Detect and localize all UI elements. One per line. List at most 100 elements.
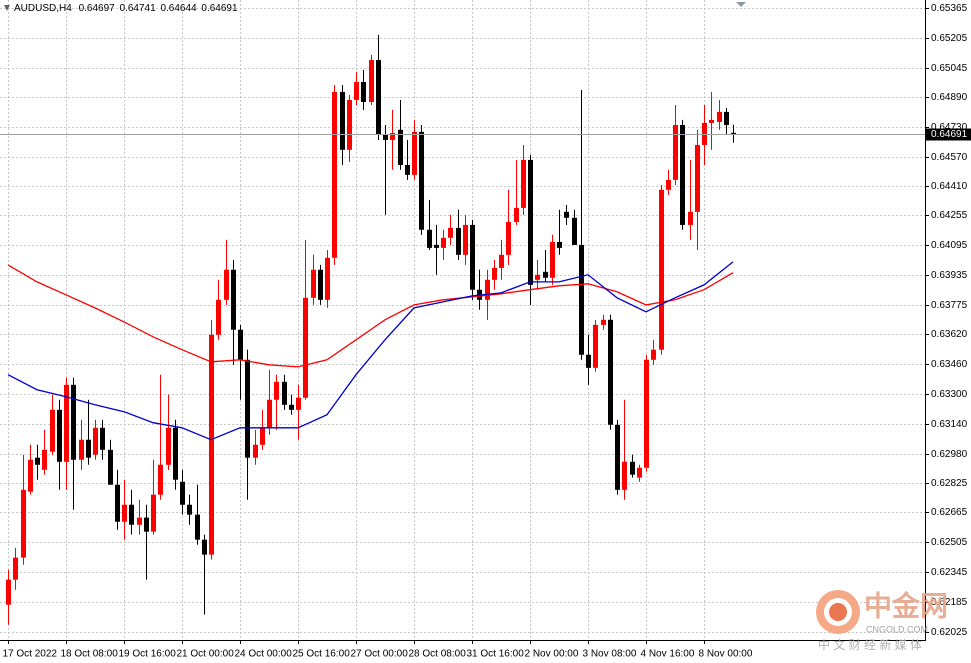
candle-body [572, 217, 577, 245]
x-tick-label: 21 Oct 00:00 [177, 649, 235, 660]
chart-shift-marker [736, 2, 746, 7]
grid [0, 0, 925, 640]
candle-body [369, 59, 374, 102]
plot-area [0, 34, 925, 625]
candle-body [673, 124, 678, 180]
candle-body [187, 504, 192, 515]
candle-body [253, 444, 258, 458]
candle-body [485, 279, 490, 300]
candle-body [514, 207, 519, 222]
candle-body [318, 269, 323, 300]
moving-average-line [7, 261, 734, 441]
x-tick-label: 31 Oct 16:00 [467, 649, 525, 660]
candle-body [79, 439, 84, 460]
candle-body [57, 409, 62, 462]
x-tick-label: 19 Oct 16:00 [119, 649, 177, 660]
candle-body [717, 111, 722, 122]
axes: 0.65365 0.65205 0.65045 0.64890 0.64730 0.645… [3, 3, 971, 660]
candle-body [463, 224, 468, 255]
candle-body [695, 144, 700, 212]
candle-body [35, 457, 40, 465]
candle-body [64, 384, 69, 462]
y-tick-label: 0.63300 [931, 389, 968, 400]
y-tick-label: 0.63140 [931, 419, 968, 430]
candle-body [557, 241, 562, 248]
candle-body [137, 517, 142, 525]
candle-body [296, 397, 301, 410]
candle-body [724, 111, 729, 125]
candle-body [448, 227, 453, 238]
candle-body [593, 324, 598, 368]
candle-body [42, 449, 47, 470]
watermark: 中金网 CNGOLD.COM 中 文 财 经 新 媒 体 [816, 589, 948, 652]
candle-body [93, 427, 98, 455]
candle-body [412, 131, 417, 175]
candle-body [383, 134, 388, 140]
x-tick-label: 18 Oct 08:00 [61, 649, 119, 660]
watermark-slogan: 中 文 财 经 新 媒 体 [818, 637, 922, 652]
candle-body [441, 237, 446, 248]
candle-body [71, 384, 76, 460]
high-value: 0.64741 [120, 3, 157, 14]
candle-body [615, 424, 620, 490]
candle-body [521, 159, 526, 208]
y-tick-label: 0.64095 [931, 240, 968, 251]
candle-body [100, 427, 105, 450]
y-tick-label: 0.62185 [931, 597, 968, 608]
candle-body [688, 211, 693, 225]
candle-body [289, 404, 294, 410]
candle-body [340, 91, 345, 150]
candle-body [180, 481, 185, 505]
x-tick-label: 8 Nov 00:00 [699, 649, 753, 660]
y-tick-label: 0.63460 [931, 359, 968, 370]
candle-body [637, 467, 642, 478]
candle-body [28, 459, 33, 492]
candle-body [709, 119, 714, 123]
candle-body [129, 504, 134, 525]
candle-body [427, 229, 432, 248]
candle-body [311, 269, 316, 298]
x-tick-label: 17 Oct 2022 [3, 649, 58, 660]
candle-body [601, 319, 606, 325]
y-tick-label: 0.64255 [931, 210, 968, 221]
candle-body [651, 349, 656, 360]
x-tick-label: 3 Nov 08:00 [583, 649, 637, 660]
low-value: 0.64644 [160, 3, 197, 14]
chart-header: AUDUSD,H4 0.64697 0.64741 0.64644 0.6469… [14, 3, 238, 14]
symbol-icon [4, 5, 10, 11]
candle-body [238, 329, 243, 360]
y-tick-label: 0.65045 [931, 63, 968, 74]
y-tick-label: 0.62665 [931, 507, 968, 518]
candle-body [492, 267, 497, 280]
close-value: 0.64691 [201, 3, 238, 14]
candle-body [702, 122, 707, 145]
candle-body [470, 224, 475, 290]
candle-body [659, 189, 664, 350]
x-tick-label: 24 Oct 00:00 [235, 649, 293, 660]
y-tick-label: 0.64570 [931, 152, 968, 163]
y-tick-label: 0.65205 [931, 33, 968, 44]
candle-body [6, 579, 11, 605]
candle-body [666, 179, 671, 190]
candle-body [195, 514, 200, 540]
candle-body [564, 211, 569, 218]
watermark-logo-text: 中金网 [864, 589, 948, 621]
y-tick-label: 0.62505 [931, 537, 968, 548]
moving-average-line [7, 264, 734, 368]
candle-body [173, 427, 178, 480]
candle-body [166, 427, 171, 465]
candle-body [86, 439, 91, 458]
candle-body [390, 133, 395, 140]
candle-body [224, 269, 229, 300]
candle-body [202, 539, 207, 555]
candle-body [644, 359, 649, 468]
candle-body [303, 297, 308, 398]
candle-body [543, 271, 548, 278]
candle-body [731, 132, 736, 134]
current-price-box [926, 128, 971, 141]
candle-body [550, 241, 555, 278]
candle-body [579, 244, 584, 355]
candle-body [630, 461, 635, 475]
candle-body [506, 221, 511, 255]
